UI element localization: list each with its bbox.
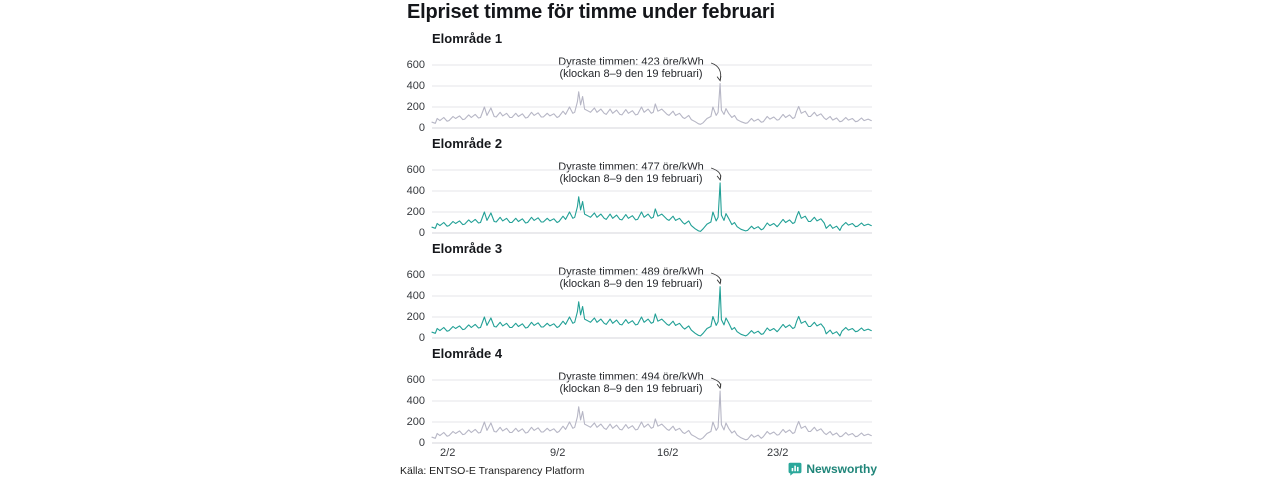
y-tick-label: 0 [418, 331, 425, 344]
x-tick-label: 2/2 [440, 447, 456, 459]
y-tick-label: 0 [418, 226, 425, 239]
peak-annotation-line2: (klockan 8–9 den 19 februari) [559, 277, 703, 290]
chart-panel-elomrade-2: Elområde 2 Dyraste timmen: 477 öre/kWh (… [398, 135, 880, 240]
y-tick-label: 0 [418, 121, 425, 134]
peak-annotation-line2: (klockan 8–9 den 19 februari) [559, 172, 703, 185]
y-tick-label: 400 [406, 289, 425, 302]
figure: Elpriset timme för timme under februari … [398, 0, 880, 480]
price-line-chart [431, 62, 872, 129]
panel-title: Elområde 4 [432, 346, 503, 361]
x-tick-label: 16/2 [656, 447, 679, 459]
x-axis-tick-labels: 2/2 9/2 16/2 23/2 [398, 447, 880, 461]
peak-annotation-line1: Dyraste timmen: 494 öre/kWh [558, 371, 704, 383]
panel-title: Elområde 2 [432, 136, 503, 151]
newsworthy-chart-bubble-icon [788, 462, 802, 476]
y-tick-label: 0 [418, 436, 425, 449]
x-tick-label: 9/2 [550, 447, 566, 459]
y-tick-label: 400 [406, 394, 425, 407]
y-tick-label: 600 [406, 373, 425, 386]
peak-annotation: Dyraste timmen: 423 öre/kWh (klockan 8–9… [506, 56, 756, 80]
peak-annotation: Dyraste timmen: 477 öre/kWh (klockan 8–9… [506, 161, 756, 185]
y-tick-label: 200 [406, 100, 425, 113]
peak-annotation-line1: Dyraste timmen: 489 öre/kWh [558, 266, 704, 278]
price-line-chart [431, 167, 872, 234]
y-tick-label: 600 [406, 268, 425, 281]
peak-annotation-line1: Dyraste timmen: 477 öre/kWh [558, 161, 704, 173]
chart-panel-elomrade-4: Elområde 4 Dyraste timmen: 494 öre/kWh (… [398, 345, 880, 450]
y-tick-label: 600 [406, 58, 425, 71]
newsworthy-brand-name: Newsworthy [806, 462, 877, 476]
peak-annotation-line1: Dyraste timmen: 423 öre/kWh [558, 56, 704, 68]
y-tick-label: 200 [406, 205, 425, 218]
price-line-chart [431, 272, 872, 339]
newsworthy-brand-link[interactable]: Newsworthy [788, 462, 877, 476]
y-tick-label: 600 [406, 163, 425, 176]
chart-panel-elomrade-1: Elområde 1 Dyraste timmen: 423 öre/kWh (… [398, 30, 880, 135]
y-tick-label: 200 [406, 310, 425, 323]
y-tick-label: 400 [406, 79, 425, 92]
y-tick-label: 200 [406, 415, 425, 428]
peak-annotation: Dyraste timmen: 494 öre/kWh (klockan 8–9… [506, 371, 756, 395]
peak-annotation-line2: (klockan 8–9 den 19 februari) [559, 382, 703, 395]
price-line-chart [431, 377, 872, 444]
peak-annotation-line2: (klockan 8–9 den 19 februari) [559, 67, 703, 80]
page-title: Elpriset timme för timme under februari [407, 1, 775, 23]
chart-panel-elomrade-3: Elområde 3 Dyraste timmen: 489 öre/kWh (… [398, 240, 880, 345]
peak-annotation: Dyraste timmen: 489 öre/kWh (klockan 8–9… [506, 266, 756, 290]
panel-title: Elområde 3 [432, 241, 503, 256]
y-tick-label: 400 [406, 184, 425, 197]
source-credit: Källa: ENTSO-E Transparency Platform [400, 465, 585, 477]
panel-title: Elområde 1 [432, 31, 503, 46]
x-tick-label: 23/2 [766, 447, 789, 459]
